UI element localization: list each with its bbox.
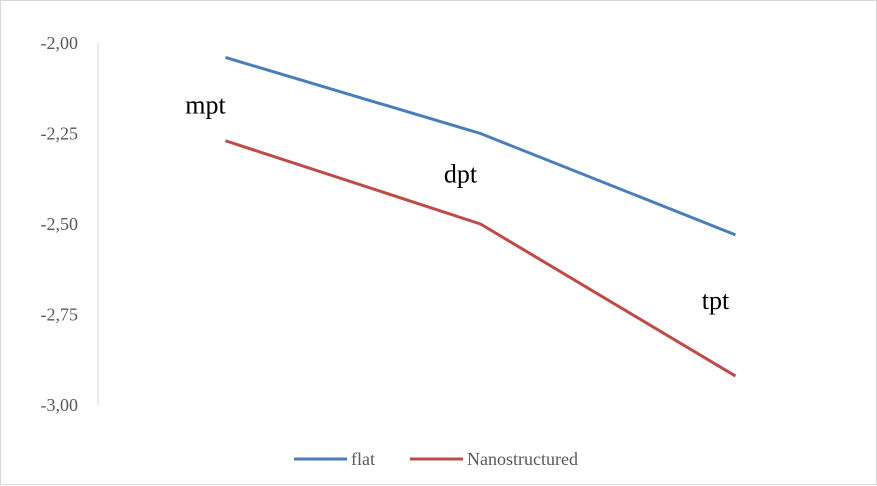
y-tick-label: -3,00 — [41, 395, 79, 415]
legend-item: Nanostructured — [410, 449, 578, 469]
legend: flat Nanostructured — [294, 449, 578, 469]
series-line-flat — [225, 56, 737, 237]
y-tick-label: -2,50 — [41, 214, 79, 234]
category-annotation: tpt — [702, 286, 730, 315]
y-tick-label: -2,25 — [41, 124, 79, 144]
legend-item: flat — [294, 449, 375, 469]
legend-label: flat — [351, 449, 375, 469]
series-layer — [225, 56, 737, 378]
category-annotation: mpt — [185, 91, 226, 120]
series-line-nanostructured — [225, 139, 737, 378]
annotation-layer: mpt dpt tpt — [185, 91, 730, 315]
category-annotation: dpt — [444, 159, 478, 188]
y-tick-label: -2,00 — [41, 33, 79, 53]
legend-label: Nanostructured — [467, 449, 578, 469]
axis-layer: -2,00 -2,25 -2,50 -2,75 -3,00 — [41, 33, 99, 415]
y-tick-label: -2,75 — [41, 305, 79, 325]
